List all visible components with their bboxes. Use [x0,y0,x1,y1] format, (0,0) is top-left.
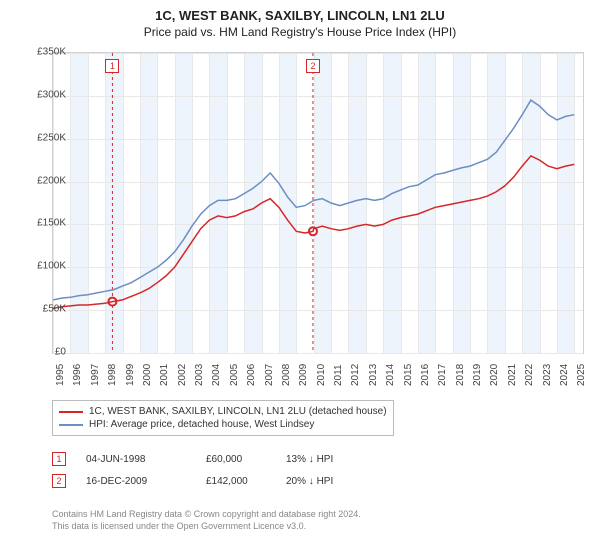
x-axis-label: 2001 [159,364,170,386]
event-date: 16-DEC-2009 [86,476,186,487]
x-axis-label: 2024 [559,364,570,386]
chart-svg [53,53,583,353]
footer-line1: Contains HM Land Registry data © Crown c… [52,508,361,520]
x-axis-label: 2018 [455,364,466,386]
x-axis-label: 2022 [524,364,535,386]
x-axis-label: 2017 [437,364,448,386]
x-axis-label: 1999 [125,364,136,386]
chart-container: 1C, WEST BANK, SAXILBY, LINCOLN, LN1 2LU… [0,0,600,560]
legend-item: HPI: Average price, detached house, West… [59,418,387,431]
y-axis-label: £200K [22,175,66,186]
events-row: 1 04-JUN-1998 £60,000 13% ↓ HPI [52,448,333,470]
legend-item: 1C, WEST BANK, SAXILBY, LINCOLN, LN1 2LU… [59,405,387,418]
x-axis-label: 2023 [542,364,553,386]
legend: 1C, WEST BANK, SAXILBY, LINCOLN, LN1 2LU… [52,400,394,436]
footer: Contains HM Land Registry data © Crown c… [52,508,361,532]
y-axis-label: £350K [22,47,66,58]
x-axis-label: 2009 [298,364,309,386]
event-price: £60,000 [206,454,266,465]
x-axis-label: 2008 [281,364,292,386]
x-axis-label: 2006 [246,364,257,386]
event-date: 04-JUN-1998 [86,454,186,465]
x-axis-label: 2025 [576,364,587,386]
event-badge: 2 [306,59,320,73]
legend-label: 1C, WEST BANK, SAXILBY, LINCOLN, LN1 2LU… [89,406,387,417]
x-axis-label: 2013 [368,364,379,386]
event-change: 13% ↓ HPI [286,454,333,465]
x-axis-label: 2011 [333,364,344,386]
x-axis-label: 2007 [264,364,275,386]
grid-line-h [53,353,583,354]
series-hpi [53,100,574,300]
event-badge: 1 [105,59,119,73]
event-badge: 2 [52,474,66,488]
x-axis-label: 2003 [194,364,205,386]
x-axis-label: 2010 [316,364,327,386]
event-change: 20% ↓ HPI [286,476,333,487]
chart-subtitle: Price paid vs. HM Land Registry's House … [0,23,600,39]
events-table: 1 04-JUN-1998 £60,000 13% ↓ HPI 2 16-DEC-2009… [52,448,333,492]
event-badge: 1 [52,452,66,466]
y-axis-label: £150K [22,218,66,229]
x-axis-label: 2016 [420,364,431,386]
legend-label: HPI: Average price, detached house, West… [89,419,314,430]
x-axis-label: 2000 [142,364,153,386]
x-axis-label: 2019 [472,364,483,386]
y-axis-label: £300K [22,89,66,100]
x-axis-label: 2012 [350,364,361,386]
x-axis-label: 1995 [55,364,66,386]
events-row: 2 16-DEC-2009 £142,000 20% ↓ HPI [52,470,333,492]
legend-swatch [59,424,83,426]
plot-area: 12 [52,52,584,354]
footer-line2: This data is licensed under the Open Gov… [52,520,361,532]
x-axis-label: 2002 [177,364,188,386]
x-axis-label: 2021 [507,364,518,386]
event-price: £142,000 [206,476,266,487]
y-axis-label: £0 [22,347,66,358]
x-axis-label: 2015 [403,364,414,386]
legend-swatch [59,411,83,413]
x-axis-label: 2005 [229,364,240,386]
y-axis-label: £50K [22,304,66,315]
x-axis-label: 2014 [385,364,396,386]
y-axis-label: £100K [22,261,66,272]
y-axis-label: £250K [22,132,66,143]
x-axis-label: 2004 [211,364,222,386]
chart-title: 1C, WEST BANK, SAXILBY, LINCOLN, LN1 2LU [0,0,600,23]
x-axis-label: 1997 [90,364,101,386]
x-axis-label: 1996 [72,364,83,386]
x-axis-label: 1998 [107,364,118,386]
x-axis-label: 2020 [489,364,500,386]
